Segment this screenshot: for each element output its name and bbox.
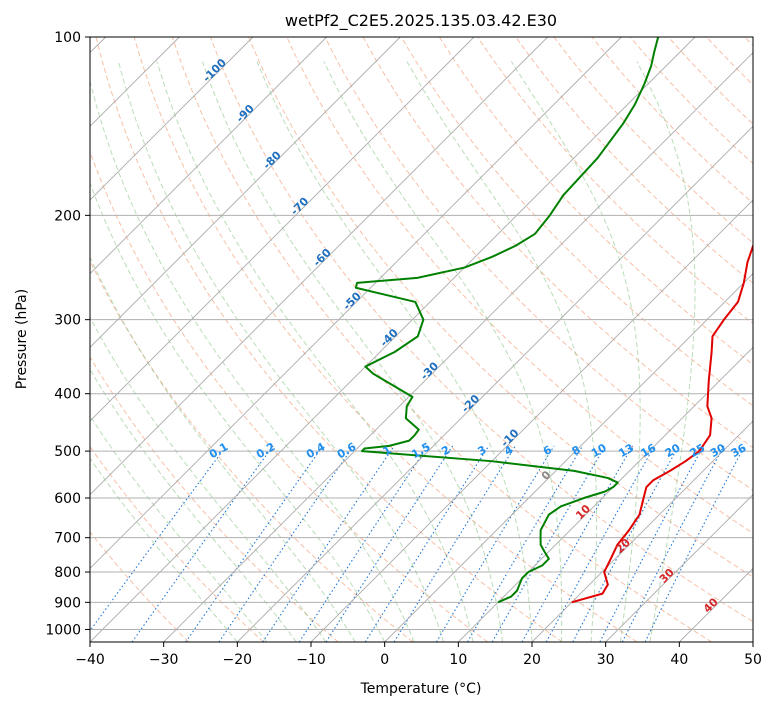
dry-adiabat-line (477, 37, 753, 325)
x-axis-label: Temperature (°C) (360, 681, 482, 697)
isotherm-line (384, 273, 753, 642)
moist-adiabat-line (636, 61, 696, 642)
y-tick-label: 500 (54, 444, 81, 460)
dry-adiabat-line (553, 37, 753, 244)
isotherm-line (90, 37, 548, 496)
mixing-ratio-line (218, 445, 355, 642)
x-tick-label: 30 (597, 652, 615, 668)
dry-adiabat-line (90, 259, 414, 642)
x-tick-label: 20 (523, 652, 541, 668)
moist-adiabat-line (323, 61, 563, 642)
dewpoint-line (354, 37, 660, 604)
dry-adiabat-line (171, 37, 712, 642)
mixing-ratio-line (435, 445, 555, 642)
mixing-ratio-line (364, 445, 490, 642)
isotherm-line (90, 37, 622, 569)
dry-adiabat-line (90, 531, 190, 642)
isotherm-line (90, 37, 254, 201)
dry-adiabat-line (324, 37, 753, 491)
mixing-ratio-line (131, 445, 274, 642)
x-tick-label: 10 (449, 652, 467, 668)
y-tick-label: 900 (54, 595, 81, 611)
grid-layer (90, 37, 753, 642)
dry-adiabat-line (591, 37, 753, 204)
moist-adiabat-line (90, 78, 415, 642)
mixing-ratio-line (644, 445, 746, 642)
x-tick-label: 0 (380, 652, 389, 668)
moist-adiabat-line (90, 414, 268, 642)
x-tick-label: 50 (744, 652, 762, 668)
dry-adiabat-line (248, 37, 753, 578)
mixing-ratio-line (262, 445, 395, 642)
moist-adiabat-line (90, 255, 356, 642)
isotherm-line (605, 494, 753, 642)
isotherm-line (90, 37, 401, 348)
x-tick-label: −10 (296, 652, 326, 668)
mixing-ratio-line (545, 445, 656, 642)
x-tick-label: 40 (670, 652, 688, 668)
y-tick-label: 200 (54, 208, 81, 224)
plot-frame (89, 36, 754, 643)
y-tick-label: 100 (54, 30, 81, 46)
data-layer (354, 37, 753, 604)
moist-adiabat-line (510, 61, 641, 642)
x-tick-label: −30 (149, 652, 179, 668)
plot-area (90, 37, 753, 642)
chart-title: wetPf2_C2E5.2025.135.03.42.E30 (285, 11, 557, 31)
y-tick-label: 300 (54, 313, 81, 329)
x-tick-label: −20 (223, 652, 253, 668)
dry-adiabat-line (133, 37, 638, 642)
dry-adiabat-line (90, 356, 339, 642)
moist-adiabat-line (201, 61, 504, 642)
isotherm-line (90, 37, 696, 642)
moist-adiabat-line (256, 61, 533, 642)
mixing-ratio-line (467, 445, 584, 642)
y-tick-label: 1000 (45, 622, 81, 638)
y-tick-label: 400 (54, 387, 81, 403)
mixing-ratio-line (621, 445, 725, 642)
mixing-ratio-line (185, 445, 324, 642)
dry-adiabat-line (90, 150, 488, 642)
y-tick-label: 800 (54, 565, 81, 581)
isotherm-line (163, 52, 753, 642)
moist-adiabat-line (406, 61, 598, 642)
mixing-ratio-line (298, 445, 429, 642)
dry-adiabat-line (210, 37, 753, 623)
dry-adiabat-line (439, 37, 753, 366)
y-tick-label: 700 (54, 531, 81, 547)
isotherm-line (90, 37, 475, 422)
dry-adiabat-line (400, 37, 753, 407)
axis-layer: −40 −30 −20 −10 0 10 20 30 40 50 100 200 300 400 500 60… (45, 30, 762, 668)
dry-adiabat-line (286, 37, 753, 534)
isotherm-line (531, 420, 753, 642)
y-axis-label: Pressure (hPa) (14, 289, 30, 389)
moist-adiabat-line (90, 457, 238, 642)
x-tick-label: −40 (75, 652, 105, 668)
mixing-ratio-line (325, 445, 454, 642)
isotherm-line (90, 37, 327, 275)
temperature-line (571, 242, 753, 604)
isotherm-line (310, 199, 753, 642)
isotherm-line (237, 125, 753, 642)
y-tick-label: 600 (54, 491, 81, 507)
isotherm-line (458, 346, 753, 642)
dry-adiabat-line (95, 37, 563, 642)
moist-adiabat-line (118, 61, 445, 642)
moist-adiabat-line (156, 61, 474, 642)
isotherm-line (752, 641, 753, 642)
